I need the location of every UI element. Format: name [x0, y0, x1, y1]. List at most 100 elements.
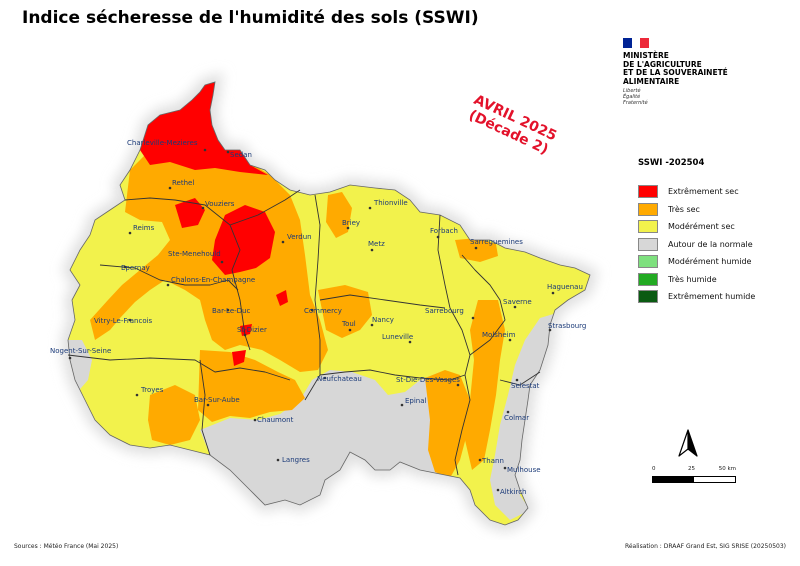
- city-label: Troyes: [140, 386, 164, 394]
- city-marker: [253, 418, 257, 422]
- zone-very-dry-alsace: [465, 300, 505, 470]
- city-marker: [135, 393, 139, 397]
- legend-label: Très sec: [668, 204, 700, 214]
- zone-extreme-dry-argonne: [212, 205, 275, 275]
- legend-label: Extrêmement humide: [668, 292, 756, 302]
- city-marker: [513, 305, 517, 309]
- ministry-name: MINISTÈRE DE L'AGRICULTURE ET DE LA SOUV…: [623, 51, 783, 86]
- city-marker: [226, 150, 230, 154]
- ministry-name-line: ALIMENTAIRE: [623, 76, 680, 86]
- city-label: Nogent-Sur-Seine: [50, 347, 111, 355]
- legend: SSWI -202504 Extrêmement sec Très sec Mo…: [638, 158, 788, 306]
- city-label: Sarrebourg: [425, 307, 464, 315]
- motto-line: Liberté: [623, 88, 641, 94]
- city-label: Selestat: [511, 382, 540, 390]
- city-marker: [508, 338, 512, 342]
- legend-item-moderate-dry: Modérément sec: [638, 218, 788, 236]
- republic-motto: Liberté Égalité Fraternité: [623, 88, 783, 106]
- city-label: Strasbourg: [548, 322, 586, 330]
- legend-item-very-dry: Très sec: [638, 201, 788, 219]
- city-marker: [370, 323, 374, 327]
- city-marker: [551, 291, 555, 295]
- city-marker: [370, 248, 374, 252]
- zone-extreme-dry-ardennes: [140, 82, 268, 175]
- city-label: Forbach: [430, 227, 458, 235]
- city-marker: [128, 318, 132, 322]
- legend-swatch: [638, 272, 658, 286]
- scale-bar: 0 25 50 km: [652, 466, 736, 483]
- legend-swatch: [638, 237, 658, 251]
- city-label: Sarreguemines: [470, 238, 523, 246]
- ministry-name-line: ET DE LA SOUVERAINETÉ: [623, 68, 728, 77]
- city-label: Neufchateau: [317, 375, 362, 383]
- city-label: Verdun: [287, 233, 312, 241]
- city-marker: [68, 356, 72, 360]
- french-flag-icon: [623, 38, 650, 48]
- city-label: Toul: [341, 320, 356, 328]
- sources-text: Sources : Météo France (Mai 2025): [14, 543, 119, 550]
- city-label: Langres: [282, 456, 310, 464]
- scale-segment: [694, 477, 735, 482]
- zone-very-dry-briey: [326, 192, 352, 238]
- city-marker: [276, 458, 280, 462]
- city-marker: [471, 316, 475, 320]
- city-label: Charleville-Mezieres: [127, 139, 198, 147]
- ministry-name-line: DE L'AGRICULTURE: [623, 59, 702, 69]
- legend-label: Extrêmement sec: [668, 187, 739, 197]
- zone-extreme-dry-patch-3: [240, 324, 252, 336]
- zone-normal-south: [200, 370, 462, 505]
- zone-extreme-dry-patch-2: [232, 350, 246, 366]
- zone-extreme-dry-patch-1: [276, 290, 288, 306]
- city-marker: [168, 186, 172, 190]
- legend-swatch: [638, 255, 658, 269]
- city-marker: [348, 328, 352, 332]
- city-label: Ste-Menehould: [168, 250, 221, 258]
- city-marker: [548, 328, 552, 332]
- city-marker: [496, 488, 500, 492]
- scale-tick-label: 0: [652, 466, 656, 472]
- city-label: Chaumont: [257, 416, 294, 424]
- ministry-name-line: MINISTÈRE: [623, 51, 669, 60]
- legend-item-moderate-wet: Modérément humide: [638, 253, 788, 271]
- city-marker: [128, 231, 132, 235]
- city-marker: [474, 246, 478, 250]
- city-marker: [243, 333, 247, 337]
- scale-bar-graphic: [652, 476, 736, 483]
- zone-extreme-dry-vouziers: [175, 198, 205, 228]
- department-boundaries: [67, 189, 541, 476]
- legend-label: Modérément humide: [668, 257, 752, 267]
- flag-blue-band: [623, 38, 632, 48]
- zone-very-dry-vosges: [425, 370, 470, 478]
- city-label: Saverne: [503, 298, 532, 306]
- motto-line: Fraternité: [623, 100, 648, 106]
- scale-tick-label: 25: [688, 466, 695, 472]
- zone-very-dry-west-strip: [148, 385, 200, 445]
- city-marker: [408, 340, 412, 344]
- city-marker: [515, 378, 519, 382]
- city-label: Sedan: [230, 151, 252, 159]
- city-marker: [203, 148, 207, 152]
- city-marker: [201, 206, 205, 210]
- city-label: St-Dizier: [237, 326, 267, 334]
- city-marker: [400, 403, 404, 407]
- city-label: Thann: [481, 457, 504, 465]
- city-label: Colmar: [504, 414, 529, 422]
- city-marker: [226, 308, 230, 312]
- city-label: Chalons-En-Champagne: [171, 276, 255, 284]
- city-marker: [323, 376, 327, 380]
- scale-labels: 0 25 50 km: [652, 466, 736, 476]
- credits-text: Réalisation : DRAAF Grand Est, SIG SRISE…: [624, 543, 786, 550]
- motto-line: Égalité: [623, 94, 641, 100]
- city-label: Epernay: [121, 264, 150, 272]
- city-marker: [503, 466, 507, 470]
- city-marker: [368, 206, 372, 210]
- city-marker: [478, 458, 482, 462]
- legend-label: Modérément sec: [668, 222, 735, 232]
- zone-normal-west: [68, 340, 92, 395]
- city-marker: [436, 235, 440, 239]
- city-label: Mulhouse: [507, 466, 541, 474]
- ministry-logo: MINISTÈRE DE L'AGRICULTURE ET DE LA SOUV…: [623, 38, 783, 106]
- city-label: Nancy: [372, 316, 394, 324]
- legend-item-normal: Autour de la normale: [638, 236, 788, 254]
- drought-map: Charleville-Mezieres Sedan Rethel Vouziers R…: [50, 0, 640, 540]
